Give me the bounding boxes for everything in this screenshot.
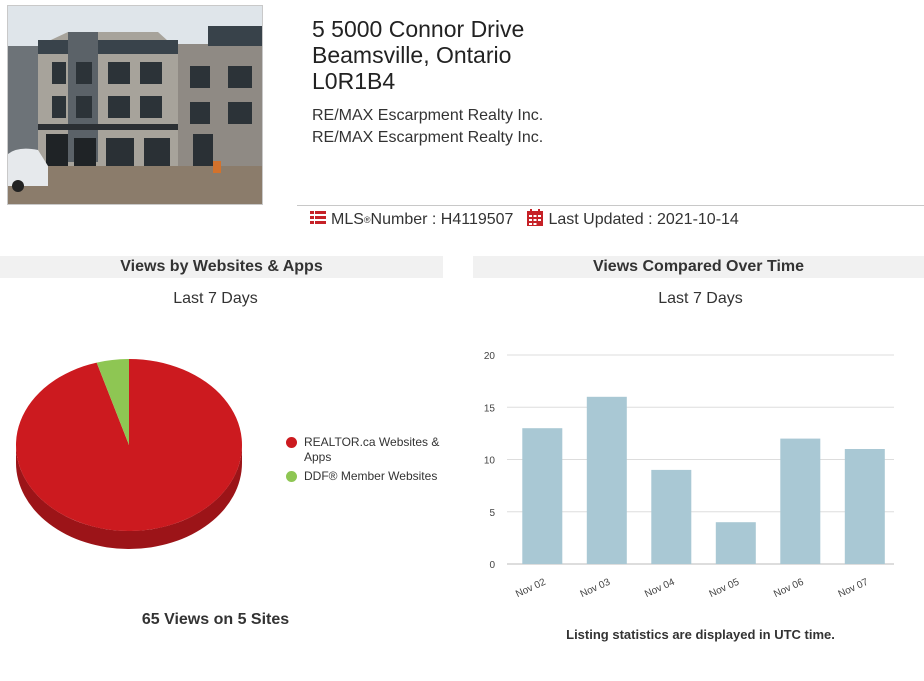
views-over-time-title: Views Compared Over Time	[473, 256, 924, 278]
x-tick-label: Nov 03	[579, 577, 613, 601]
listing-address: 5 5000 Connor Drive Beamsville, Ontario …	[312, 16, 524, 94]
bar-nov-06[interactable]	[780, 438, 821, 564]
legend-item-realtor[interactable]: REALTOR.ca Websites & Apps	[286, 435, 454, 465]
y-tick-label: 20	[484, 351, 496, 362]
bar-nov-03[interactable]	[586, 396, 627, 564]
legend-label-ddf: DDF® Member Websites	[304, 469, 438, 483]
views-pie-chart	[15, 359, 242, 549]
listing-meta-bar: MLS ® Number : H4119507 Last Updated : 20…	[310, 209, 739, 231]
property-photo[interactable]	[7, 5, 263, 205]
x-tick-label: Nov 05	[708, 577, 742, 601]
utc-footnote: Listing statistics are displayed in UTC …	[566, 627, 835, 642]
views-over-time-period: Last 7 Days	[658, 290, 743, 307]
legend-label-realtor: REALTOR.ca Websites & Apps	[304, 435, 440, 464]
postal-code: L0R1B4	[312, 68, 396, 94]
brokerage-name-2: RE/MAX Escarpment Realty Inc.	[312, 129, 544, 146]
x-tick-label: Nov 04	[643, 577, 677, 601]
views-by-websites-period: Last 7 Days	[173, 290, 258, 307]
address-line-1: 5 5000 Connor Drive	[312, 16, 525, 42]
x-tick-label: Nov 06	[772, 577, 806, 601]
brokerage-name-1: RE/MAX Escarpment Realty Inc.	[312, 107, 544, 124]
y-tick-label: 15	[484, 403, 496, 414]
legend-swatch-ddf	[286, 471, 297, 482]
y-tick-label: 0	[489, 560, 495, 571]
divider	[297, 205, 924, 206]
pie-slice-1[interactable]	[96, 359, 129, 445]
views-bar-chart: 0 5 10 15 20 Nov 02 Nov 03 Nov 04 Nov 05 Nov 06 No…	[484, 351, 894, 601]
bar-nov-04[interactable]	[651, 469, 692, 564]
y-tick-label: 10	[484, 456, 496, 467]
mls-number: Number : H4119507	[370, 211, 514, 228]
legend-item-ddf[interactable]: DDF® Member Websites	[286, 469, 454, 484]
bar-nov-05[interactable]	[715, 522, 756, 564]
address-line-2: Beamsville, Ontario	[312, 42, 512, 68]
bar-nov-02[interactable]	[522, 428, 563, 564]
mls-registered-mark: ®	[363, 215, 371, 225]
list-icon	[310, 210, 326, 231]
x-tick-label: Nov 02	[514, 577, 548, 601]
views-total: 65 Views on 5 Sites	[141, 611, 290, 628]
y-tick-label: 5	[489, 508, 495, 519]
bar-nov-07[interactable]	[844, 449, 885, 564]
legend-swatch-realtor	[286, 437, 297, 448]
pie-legend: REALTOR.ca Websites & Apps DDF® Member W…	[286, 435, 454, 488]
calendar-icon	[527, 209, 544, 231]
pie-side	[16, 445, 242, 549]
views-by-websites-title: Views by Websites & Apps	[0, 256, 443, 278]
pie-slice-0[interactable]	[15, 359, 242, 531]
x-tick-label: Nov 07	[837, 577, 871, 601]
mls-label: MLS	[331, 211, 364, 228]
last-updated: Last Updated : 2021-10-14	[548, 211, 739, 228]
